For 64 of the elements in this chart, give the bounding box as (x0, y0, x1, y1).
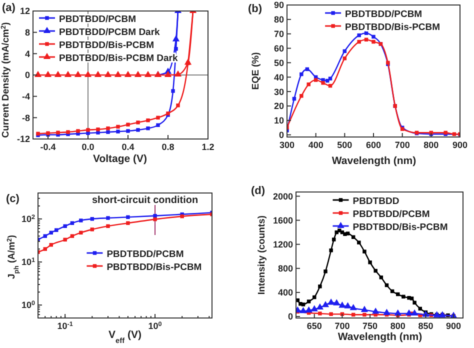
y-tick-label: 90 (274, 0, 284, 10)
x-tick-label: 0.0 (82, 142, 94, 152)
y-tick-label: 30 (274, 86, 284, 97)
legend-label: PBDTBDD/Bis-PCBM (345, 22, 440, 33)
y-tick-label: 0 (288, 312, 293, 322)
x-tick-label: 600 (366, 140, 382, 150)
y-axis-title: Intensity (counts) (256, 215, 268, 295)
x-tick-label: 10$^{0}$ (148, 320, 162, 331)
x-axis-title: Wavelength (nm) (332, 155, 416, 167)
y-tick-label: 0 (278, 130, 284, 140)
legend-label: PBDTBDD/PCBM (352, 209, 430, 220)
x-axis-title: Wavelength (nm) (338, 331, 422, 343)
x-tick-label: 0.8 (162, 142, 174, 152)
x-tick-label: 700 (394, 140, 410, 150)
x-tick-label: -0.4 (40, 142, 56, 152)
y-tick-label: 8 (24, 28, 30, 38)
x-tick-label: 0.4 (122, 142, 134, 152)
y-tick-label: 10 (274, 116, 284, 126)
y-tick-label: 800 (278, 264, 293, 274)
legend-label: PBDTBDD/PCBM (345, 9, 422, 20)
y-tick-label: -4 (22, 92, 30, 102)
x-tick-label: 400 (308, 140, 324, 150)
legend-label: PBDTBDD/Bis-PCBM (106, 262, 202, 273)
legend-label: PBDTBDD/Bis-PCBM (352, 222, 448, 233)
y-tick-label: -8 (22, 112, 30, 123)
x-tick-label: 500 (337, 140, 352, 150)
y-tick-label: 2000 (272, 191, 293, 202)
chart-title: (c) (6, 193, 20, 205)
y-tick-label: -12 (16, 134, 30, 144)
y-tick-label: 20 (274, 101, 284, 112)
y-tick-label: 0 (24, 70, 30, 80)
y-tick-label: 1200 (272, 240, 293, 250)
y-tick-label: 70 (274, 29, 284, 40)
chart-title: (d) (251, 185, 266, 197)
x-tick-label: 900 (446, 321, 462, 331)
y-tick-label: 10$^{1}$ (21, 256, 36, 268)
x-tick-label: 300 (279, 140, 295, 150)
x-tick-label: 800 (424, 140, 439, 150)
y-tick-label: 4 (24, 48, 30, 59)
ref-line-label: short-circuit condition (92, 195, 198, 206)
y-tick-label: 50 (274, 58, 284, 68)
x-tick-label: 800 (390, 321, 406, 331)
y-tick-label: 80 (274, 14, 284, 25)
x-tick-label: 650 (306, 321, 322, 331)
y-tick-label: 400 (278, 288, 293, 298)
x-tick-label: 700 (334, 321, 350, 331)
legend-label: PBDTBDD/PCBM (106, 249, 184, 260)
x-tick-label: 850 (418, 321, 434, 331)
x-axis-title: Voltage (V) (92, 153, 148, 165)
chart-title: (a) (2, 2, 16, 14)
y-tick-label: 12 (20, 6, 30, 16)
x-tick-label: 1.2 (202, 142, 214, 152)
x-axis-title: V$_{eff}$ (V) (108, 329, 142, 344)
y-tick-label: 10$^{2}$ (21, 214, 36, 224)
y-axis-title: EQE (%) (250, 52, 262, 90)
legend-label: PBDTBDD (352, 196, 400, 207)
x-tick-label: 750 (362, 321, 378, 331)
chart-title: (b) (248, 3, 262, 15)
x-tick-label: 900 (452, 140, 468, 150)
y-tick-label: 1600 (272, 215, 293, 226)
x-tick-label: 10$^{-1}$ (57, 320, 74, 331)
y-tick-label: 60 (274, 43, 284, 54)
y-tick-label: 40 (274, 72, 284, 82)
y-tick-label: 10$^{0}$ (21, 300, 36, 310)
